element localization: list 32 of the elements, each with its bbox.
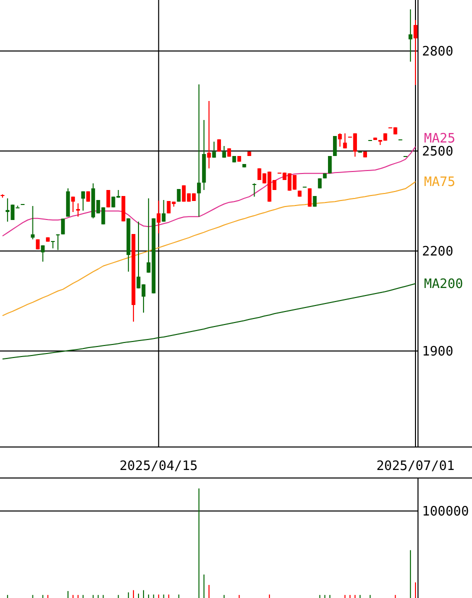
candlestick: [71, 196, 75, 212]
y-tick-label: 2500: [422, 144, 454, 160]
candlestick: [414, 20, 418, 86]
x-tick-label: 2025/07/01: [376, 459, 455, 474]
line-series: [2, 283, 416, 360]
candlestick: [197, 84, 201, 218]
candlestick: [408, 8, 412, 62]
series-label: MA75: [424, 175, 456, 190]
candlestick: [50, 240, 55, 249]
candlestick: [106, 190, 110, 208]
candlestick: [328, 156, 332, 174]
candlestick: [176, 188, 181, 202]
candlestick: [252, 182, 256, 198]
y-tick-label: 2200: [422, 244, 454, 260]
series-label: MA25: [424, 132, 456, 147]
y-tick-label: 2800: [422, 44, 454, 60]
candlestick: [212, 141, 216, 158]
y-tick-label: 100000: [422, 504, 469, 520]
candlestick: [333, 136, 337, 156]
candlestick: [76, 202, 80, 218]
candlestick: [343, 132, 347, 149]
candlestick: [61, 218, 65, 235]
line-series: [2, 181, 416, 316]
line-series: [2, 146, 416, 236]
candlestick: [207, 100, 211, 169]
x-tick-label: 2025/04/15: [120, 459, 198, 474]
candlestick: [40, 244, 45, 262]
series-label: MA200: [424, 277, 464, 292]
candlestick: [56, 234, 60, 250]
candlestick: [81, 190, 85, 212]
y-tick-label: 1900: [422, 344, 454, 360]
candlestick: [338, 132, 342, 148]
